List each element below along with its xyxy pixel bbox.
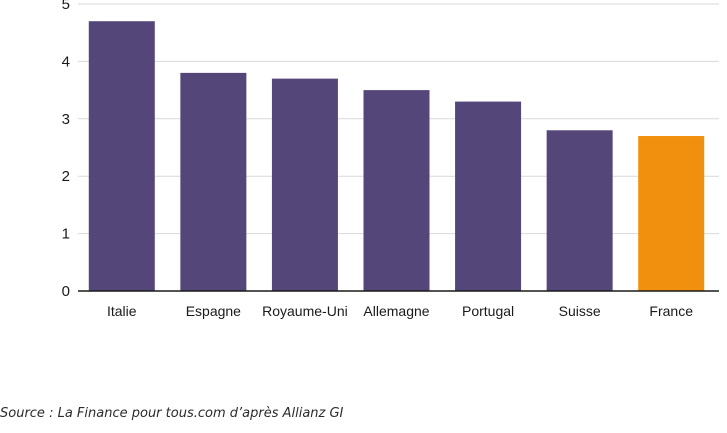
x-tick-label: Espagne: [186, 303, 241, 319]
y-tick-label: 1: [62, 226, 70, 243]
y-tick-label: 5: [62, 0, 70, 13]
y-tick-label: 3: [62, 111, 70, 128]
y-tick-label: 2: [62, 168, 70, 185]
bar: [180, 72, 247, 291]
bar: [638, 136, 705, 291]
x-tick-label: Portugal: [462, 303, 514, 319]
bar: [455, 101, 522, 291]
source-note: Source : La Finance pour tous.com d’aprè…: [0, 406, 344, 421]
bar: [363, 90, 430, 291]
bar: [271, 78, 338, 292]
bar-chart: 0 1 2 3 4 5 Italie Espagne Royaume-Uni Allemagne P…: [62, 0, 719, 319]
bar: [88, 21, 155, 291]
x-tick-label: Italie: [107, 303, 137, 319]
y-tick-label: 4: [62, 53, 70, 70]
x-tick-label: Allemagne: [363, 303, 429, 319]
x-tick-label: Royaume-Uni: [262, 303, 348, 319]
x-tick-label: France: [649, 303, 693, 319]
bar: [546, 130, 613, 291]
x-tick-label: Suisse: [559, 303, 601, 319]
y-tick-label: 0: [62, 283, 70, 300]
